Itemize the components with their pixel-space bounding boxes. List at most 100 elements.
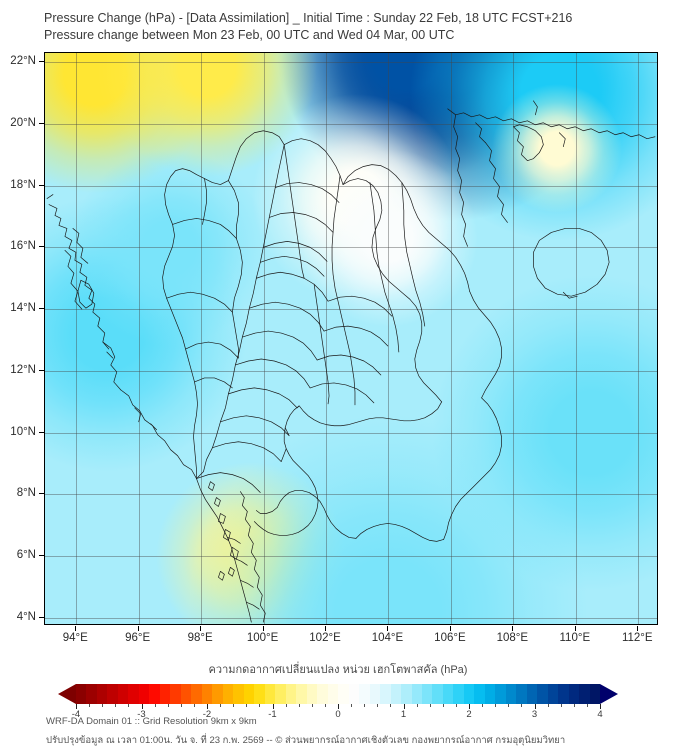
y-axis-label: 10°N: [10, 425, 36, 438]
colorbar-minor-tick: [311, 704, 313, 707]
x-axis-tick: [262, 626, 264, 631]
colorbar-segment: [191, 684, 202, 704]
colorbar-segment: [369, 684, 381, 704]
pressure-change-field: [45, 53, 657, 624]
colorbar-segment: [264, 684, 276, 704]
page-title: Pressure Change (hPa) - [Data Assimilati…: [44, 11, 573, 25]
footer-model-info: WRF-DA Domain 01 :: Grid Resolution 9km …: [46, 716, 257, 727]
colorbar-major-tick: [600, 704, 601, 709]
y-axis-label: 14°N: [10, 302, 36, 315]
colorbar-tick-label: 3: [531, 709, 538, 720]
x-axis-label: 94°E: [62, 632, 88, 644]
colorbar-segment: [170, 684, 181, 704]
colorbar-label: ความกดอากาศเปลี่ยนแปลง หน่วย เฮกโตพาสคัล…: [208, 664, 468, 676]
colorbar-segment: [86, 684, 97, 704]
colorbar-minor-tick: [285, 704, 287, 707]
colorbar-segment: [285, 684, 297, 704]
x-axis-label: 98°E: [187, 632, 213, 644]
x-axis-label: 104°E: [371, 632, 404, 644]
x-axis-tick: [512, 626, 514, 631]
colorbar-segment: [390, 684, 402, 704]
colorbar-segment: [463, 684, 475, 704]
colorbar-major-tick: [338, 704, 339, 709]
colorbar-segment: [201, 684, 213, 704]
x-axis-label: 102°E: [309, 632, 341, 644]
x-axis-tick: [387, 626, 389, 631]
y-axis-tick: [39, 555, 44, 557]
x-axis-tick: [200, 626, 202, 631]
x-axis-tick: [637, 626, 639, 631]
colorbar-segment: [180, 684, 192, 704]
y-axis-label: 22°N: [10, 55, 36, 68]
colorbar-minor-tick: [521, 704, 523, 707]
y-axis-tick: [39, 61, 44, 63]
y-axis-label: 16°N: [10, 240, 36, 253]
x-axis-label: 100°E: [246, 632, 279, 644]
colorbar-minor-tick: [233, 704, 235, 707]
colorbar-segment: [411, 684, 422, 704]
colorbar-minor-tick: [495, 704, 497, 707]
colorbar-minor-tick: [324, 704, 326, 707]
y-axis-tick: [39, 246, 44, 248]
colorbar-segment: [159, 684, 171, 704]
colorbar-minor-tick: [586, 704, 588, 707]
footer-credit: ปรับปรุงข้อมูล ณ เวลา 01:00น. วัน จ. ที่…: [46, 735, 566, 746]
colorbar-segments: [76, 684, 601, 704]
colorbar-major-tick: [534, 704, 536, 709]
colorbar-segment: [547, 684, 559, 704]
colorbar-tick-label: -3: [137, 709, 146, 720]
map-plot-area[interactable]: [44, 52, 658, 625]
colorbar-minor-tick: [455, 704, 457, 707]
colorbar-major-tick: [469, 704, 470, 709]
colorbar-segment: [432, 684, 443, 704]
colorbar-over-arrow: [600, 684, 618, 704]
colorbar-tick-label: -1: [268, 709, 277, 720]
colorbar-segment: [516, 684, 527, 704]
colorbar-minor-tick: [128, 704, 130, 707]
colorbar-minor-tick: [89, 704, 91, 707]
colorbar[interactable]: -4 -3 -2 -1 0 1 2 3 4: [58, 684, 618, 720]
colorbar-segment: [117, 684, 129, 704]
colorbar-tick-labels: -4 -3 -2 -1 0 1 2 3 4: [72, 709, 603, 723]
colorbar-tick-label: -4: [71, 709, 81, 720]
colorbar-major-tick: [76, 704, 77, 709]
colorbar-segment: [317, 684, 328, 704]
colorbar-segment: [589, 684, 601, 704]
x-axis-label: 106°E: [434, 632, 466, 644]
colorbar-segment: [474, 684, 485, 704]
colorbar-major-tick: [272, 704, 274, 709]
colorbar-minor-tick: [390, 704, 392, 707]
colorbar-segment: [348, 684, 360, 704]
colorbar-segment: [558, 684, 569, 704]
colorbar-segment: [401, 684, 412, 704]
colorbar-segment: [222, 684, 234, 704]
colorbar-minor-tick: [220, 704, 222, 707]
y-axis-tick: [39, 308, 44, 310]
colorbar-tick-label: 1: [400, 709, 407, 720]
colorbar-minor-tick: [482, 704, 484, 707]
colorbar-ticks: [76, 704, 601, 710]
colorbar-segment: [359, 684, 370, 704]
colorbar-segment: [338, 684, 349, 704]
x-axis-tick: [325, 626, 327, 631]
field-anomaly-cyan-max-gulf-of-martaban: [69, 148, 270, 347]
y-axis-tick: [39, 431, 44, 433]
y-axis-label: 12°N: [10, 363, 36, 376]
colorbar-minor-tick: [573, 704, 575, 707]
y-axis-tick: [39, 122, 44, 124]
colorbar-tick-label: 4: [597, 709, 603, 720]
y-axis-label: 20°N: [10, 116, 36, 129]
colorbar-segment: [306, 684, 318, 704]
colorbar-minor-tick: [429, 704, 431, 707]
map-coastlines-and-borders: [46, 100, 656, 623]
colorbar-segment: [128, 684, 139, 704]
colorbar-minor-tick: [442, 704, 444, 707]
colorbar-minor-tick: [351, 704, 353, 707]
colorbar-segment: [526, 684, 538, 704]
field-anomaly-pale-min-central-laos: [298, 149, 479, 328]
x-axis-tick: [449, 626, 451, 631]
colorbar-minor-tick: [560, 704, 562, 707]
colorbar-segment: [453, 684, 464, 704]
x-axis-label: 110°E: [559, 632, 591, 644]
y-axis-tick: [39, 184, 44, 186]
